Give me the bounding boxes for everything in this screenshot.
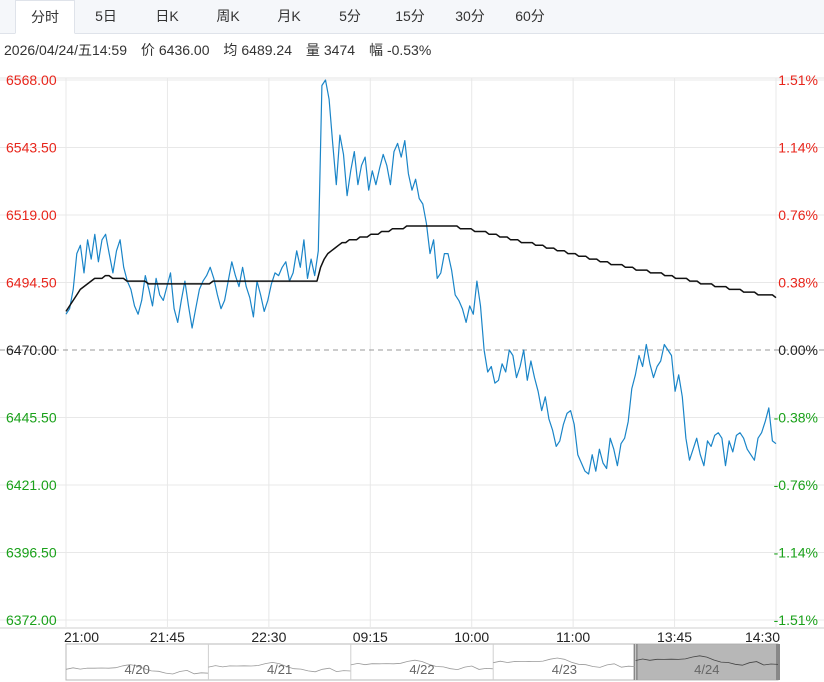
quote-info-bar: 2026/04/24/五14:59 价 6436.00 均 6489.24 量 347… xyxy=(0,36,824,64)
x-tick-label: 21:00 xyxy=(64,629,99,645)
tab-weekly-k[interactable]: 周K xyxy=(216,8,240,24)
x-axis: 21:00 21:45 22:30 09:15 10:00 11:00 13:45 14:30 xyxy=(64,629,780,645)
y-tick-label-right: 1.14% xyxy=(778,140,818,156)
y-tick-label-right: 0.76% xyxy=(778,207,818,223)
x-tick-label: 09:15 xyxy=(353,629,388,645)
navigator-day-label: 4/22 xyxy=(409,662,434,677)
range-navigator: 4/20 4/21 4/22 4/23 4/24 xyxy=(65,643,780,681)
y-tick-label-right: 0.38% xyxy=(778,275,818,291)
price-line xyxy=(65,79,777,475)
y-tick-label-left: 6396.50 xyxy=(6,545,57,561)
avg-label: 均 xyxy=(223,42,238,58)
period-tab-bar: 分时 5日 日K 周K 月K 5分 15分 30分 60分 xyxy=(0,0,824,34)
x-tick-label: 11:00 xyxy=(556,629,590,645)
tab-5day[interactable]: 5日 xyxy=(95,8,117,24)
x-tick-label: 10:00 xyxy=(454,629,489,645)
navigator-day-label: 4/21 xyxy=(267,662,292,677)
navigator-mini-line xyxy=(350,659,494,671)
chart-grid xyxy=(0,77,824,629)
tab-monthly-k[interactable]: 月K xyxy=(277,8,301,24)
navigator-day-label: 4/24 xyxy=(694,662,719,677)
navigator-day-label: 4/23 xyxy=(552,662,577,677)
y-axis-left: 6568.00 6543.50 6519.00 6494.50 6470.00 6445.… xyxy=(6,72,57,628)
x-tick-label: 13:45 xyxy=(657,629,692,645)
tab-15min[interactable]: 15分 xyxy=(395,8,425,24)
navigator-right-handle xyxy=(776,644,780,680)
y-axis-right: 1.51% 1.14% 0.76% 0.38% 0.00% -0.38% -0.76% -1.… xyxy=(774,72,818,628)
volume-label: 量 xyxy=(305,42,320,58)
average-line xyxy=(65,225,777,312)
y-tick-label-left: 6543.50 xyxy=(6,140,57,156)
chart-series xyxy=(65,79,777,475)
tab-5min[interactable]: 5分 xyxy=(339,8,361,24)
navigator-mini-line xyxy=(208,661,351,673)
x-tick-label: 14:30 xyxy=(745,629,780,645)
y-tick-label-right: 0.00% xyxy=(778,342,818,358)
quote-datetime: 2026/04/24/五14:59 xyxy=(4,42,127,58)
price-value: 6436.00 xyxy=(158,42,210,58)
tab-intraday[interactable]: 分时 xyxy=(15,0,75,34)
x-tick-label: 22:30 xyxy=(251,629,286,645)
y-tick-label-left: 6494.50 xyxy=(6,275,57,291)
navigator-day-label: 4/20 xyxy=(125,662,150,677)
tab-30min[interactable]: 30分 xyxy=(455,8,485,24)
y-tick-label-left: 6519.00 xyxy=(6,207,57,223)
y-tick-label-left: 6568.00 xyxy=(6,72,57,88)
navigator-mini-line xyxy=(635,655,779,666)
price-label: 价 xyxy=(140,42,155,58)
y-tick-label-left: 6470.00 xyxy=(6,342,57,358)
avg-value: 6489.24 xyxy=(241,42,292,58)
navigator-mini-line xyxy=(65,664,209,675)
change-label: 幅 xyxy=(368,42,383,58)
y-tick-label-left: 6372.00 xyxy=(6,612,57,628)
y-tick-label-right: 1.51% xyxy=(778,72,818,88)
y-tick-label-right: -1.51% xyxy=(774,612,818,628)
y-tick-label-right: -0.38% xyxy=(774,410,818,426)
volume-value: 3474 xyxy=(323,42,356,58)
y-tick-label-left: 6421.00 xyxy=(6,477,57,493)
tab-60min[interactable]: 60分 xyxy=(515,8,545,24)
y-tick-label-right: -1.14% xyxy=(774,545,818,561)
y-tick-label-right: -0.76% xyxy=(774,477,818,493)
navigator-mini-line xyxy=(493,657,636,668)
x-tick-label: 21:45 xyxy=(150,629,185,645)
change-value: -0.53% xyxy=(386,42,432,58)
tab-daily-k[interactable]: 日K xyxy=(155,8,179,24)
y-tick-label-left: 6445.50 xyxy=(6,410,57,426)
